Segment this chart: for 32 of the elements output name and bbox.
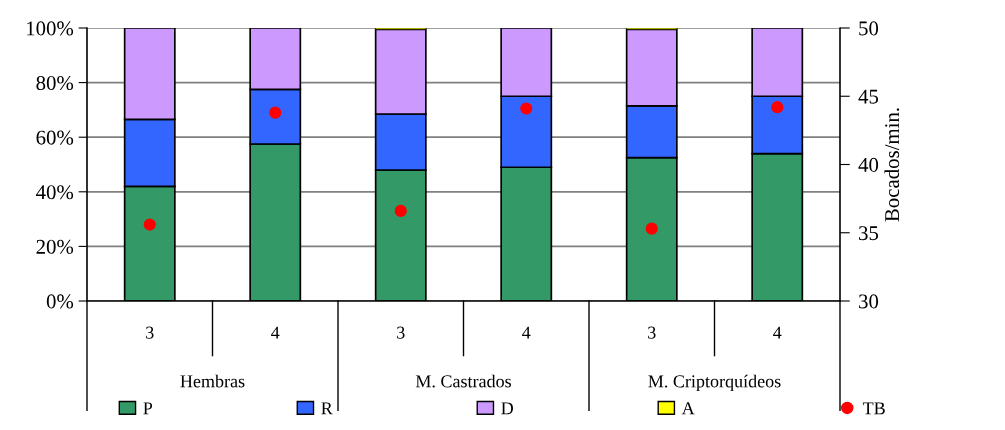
x-tick-label: 3 [648,326,656,339]
legend-label: A [681,402,695,415]
y2-tick-label: 40 [858,157,879,172]
y2-axis-title: Bocados/min. [884,108,900,222]
point [394,204,407,217]
x-tick-label: 4 [271,326,280,339]
point [771,101,784,114]
point [269,106,282,119]
y-tick-label: 60% [36,130,74,145]
y-tick-label: 20% [36,239,74,254]
y-tick-label: 40% [36,185,74,200]
legend-label: D [501,402,514,415]
text: M. Criptorquídeos [648,374,781,392]
y-tick-label: 80% [36,75,74,91]
point [645,222,658,235]
y2-tick-label: 35 [859,226,879,241]
legend-label: R [321,402,333,415]
y-tick-label: 0% [46,294,74,309]
x-tick-label: 3 [146,326,154,339]
point [520,102,533,115]
x-tick-label: 4 [522,326,531,339]
legend-label: TB [862,402,885,415]
text: M. Castrados [415,374,511,388]
y2-tick-label: 50 [859,21,879,36]
x-tick-label: 3 [397,326,405,339]
y2-tick-label: 30 [859,294,879,309]
x-tick-label: 4 [773,326,782,339]
legend-label: P [143,402,153,415]
y-tick-label: 100% [27,21,74,36]
text: Hembras [180,374,245,388]
point [143,218,156,231]
y2-tick-label: 45 [858,89,879,104]
